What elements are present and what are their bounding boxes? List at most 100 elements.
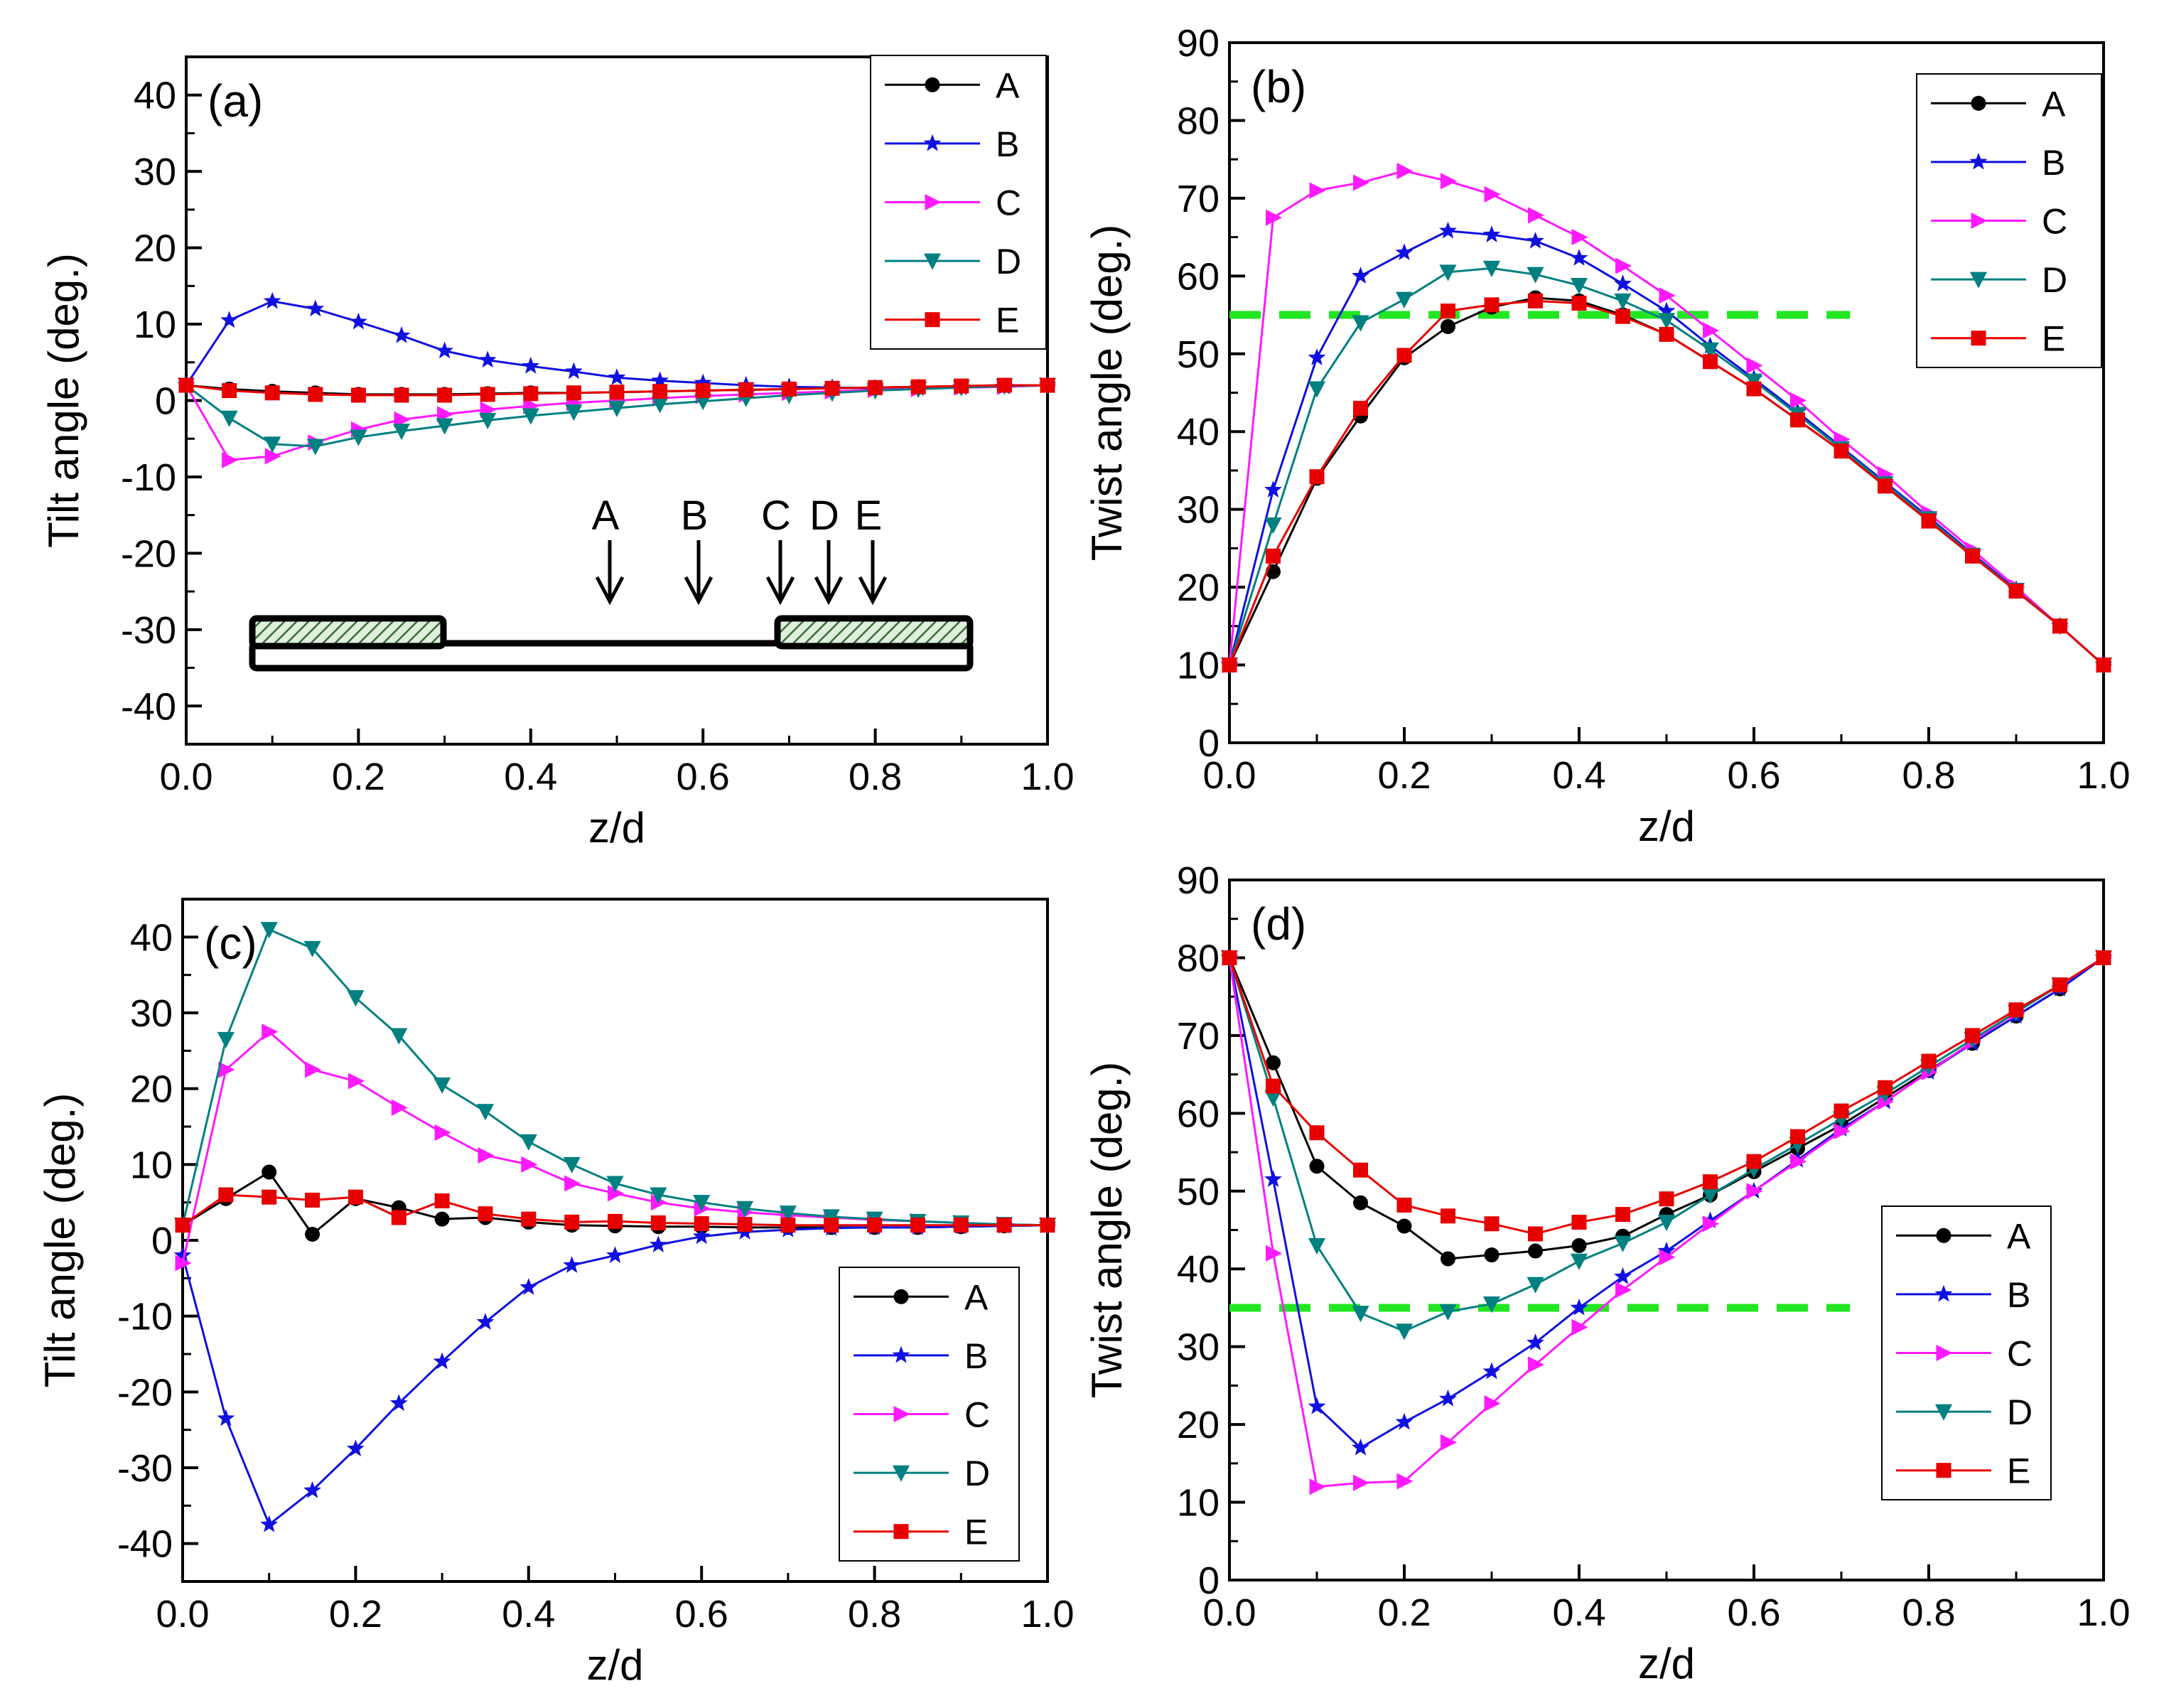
data-point-E [2008, 1002, 2024, 1018]
legend-marker-B [1969, 152, 1988, 170]
data-point-E [1396, 348, 1412, 363]
arrow-head [595, 576, 625, 606]
data-point-A [434, 1211, 450, 1227]
data-point-E [222, 383, 237, 399]
y-tick-label: -30 [117, 1447, 173, 1490]
arrow-head [858, 576, 888, 606]
data-point-D [1352, 1306, 1369, 1323]
data-point-B [260, 1515, 279, 1532]
data-point-C [1703, 322, 1720, 339]
y-axis-title: Tilt angle (deg.) [36, 1093, 84, 1388]
data-point-E [1615, 308, 1630, 324]
legend-label-D: D [996, 242, 1021, 281]
data-point-C [1309, 182, 1326, 199]
data-point-D [350, 429, 367, 446]
data-point-E [954, 378, 969, 394]
panel-label: (a) [208, 75, 263, 127]
legend-marker-E [1971, 331, 1986, 346]
data-point-E [478, 1206, 493, 1222]
data-point-E [218, 1187, 234, 1203]
data-point-B [1527, 231, 1544, 249]
x-tick-label: 0.6 [1727, 754, 1780, 797]
data-point-C [1615, 1282, 1632, 1299]
data-point-D [1482, 260, 1501, 277]
data-point-E [175, 1218, 190, 1233]
data-point-C [1659, 1249, 1676, 1266]
data-point-B [1395, 243, 1414, 261]
y-tick-label: -40 [117, 1523, 173, 1566]
legend-marker-D [892, 1465, 910, 1482]
data-point-D [1701, 1187, 1719, 1204]
data-point-D [1614, 293, 1632, 310]
panel-d: 0.0 0.2 0.4 0.6 0.8 1.0 0 10 20 30 40 50 60 70 80 90 z/d… [1083, 859, 2131, 1687]
x-tick-label: 0.2 [1377, 1591, 1431, 1634]
data-point-B [1570, 249, 1588, 266]
data-point-E [1834, 1103, 1849, 1119]
y-tick-label: 0 [1198, 1559, 1220, 1602]
data-point-D [1657, 313, 1676, 330]
data-point-B [1439, 1389, 1457, 1407]
data-point-C [1266, 209, 1283, 226]
y-tick-label: 70 [1177, 178, 1220, 220]
data-point-A [1571, 1237, 1587, 1253]
data-point-B [217, 1409, 235, 1427]
data-point-E [1965, 1028, 1980, 1043]
x-axis-title: z/d [586, 1641, 643, 1689]
data-point-D [608, 400, 626, 417]
y-tick-label: 50 [1177, 333, 1220, 376]
legend-marker-D [1934, 1404, 1953, 1421]
data-point-C [1441, 173, 1458, 190]
data-point-E [695, 383, 711, 399]
data-point-E [2008, 584, 2024, 599]
data-point-C [1528, 1356, 1545, 1373]
data-point-C [1484, 1395, 1501, 1412]
data-point-C [1615, 257, 1632, 274]
legend-label-B: B [996, 124, 1019, 164]
data-point-D [1264, 1090, 1282, 1107]
data-point-E [523, 386, 539, 402]
data-point-D [1395, 1323, 1414, 1341]
x-axis-title: z/d [1638, 802, 1695, 850]
series-D [173, 922, 1057, 1235]
y-tick-label: 50 [1177, 1171, 1220, 1213]
data-point-E [824, 380, 840, 396]
legend-marker-E [893, 1524, 909, 1540]
y-tick-label: 0 [151, 1220, 173, 1262]
x-tick-label: 0.2 [1377, 754, 1431, 797]
y-tick-label: 20 [1177, 566, 1220, 609]
data-point-E [564, 1214, 580, 1230]
data-point-D [303, 940, 321, 957]
y-tick-label: 90 [1177, 22, 1220, 65]
data-point-B [649, 1235, 667, 1253]
data-point-C [564, 1175, 581, 1192]
data-point-E [1571, 296, 1587, 311]
legend-marker-A [1971, 95, 1986, 111]
data-point-E [910, 379, 926, 394]
x-axis-title: z/d [1638, 1640, 1695, 1687]
data-point-E [694, 1216, 709, 1232]
legend-label-C: C [996, 183, 1021, 223]
electrode-2 [774, 615, 974, 650]
data-point-E [1309, 1125, 1325, 1141]
data-point-D [736, 1201, 754, 1218]
data-point-D [1527, 1277, 1544, 1294]
data-point-D [563, 1156, 581, 1173]
legend-marker-D [1969, 272, 1988, 289]
data-point-C [1790, 1153, 1807, 1170]
data-point-E [391, 1210, 407, 1225]
y-tick-label: 80 [1177, 100, 1220, 142]
data-point-E [1040, 377, 1055, 393]
data-point-D [436, 418, 453, 435]
data-point-D [392, 423, 411, 441]
y-tick-label: 70 [1177, 1015, 1220, 1058]
data-point-C [1746, 357, 1763, 374]
y-tick-label: 0 [155, 380, 176, 423]
data-point-E [867, 1218, 883, 1233]
data-point-B [1439, 221, 1457, 239]
data-point-D [1352, 315, 1369, 332]
data-point-C [262, 1024, 279, 1041]
data-point-D [651, 397, 669, 414]
data-point-A [1309, 1159, 1325, 1174]
